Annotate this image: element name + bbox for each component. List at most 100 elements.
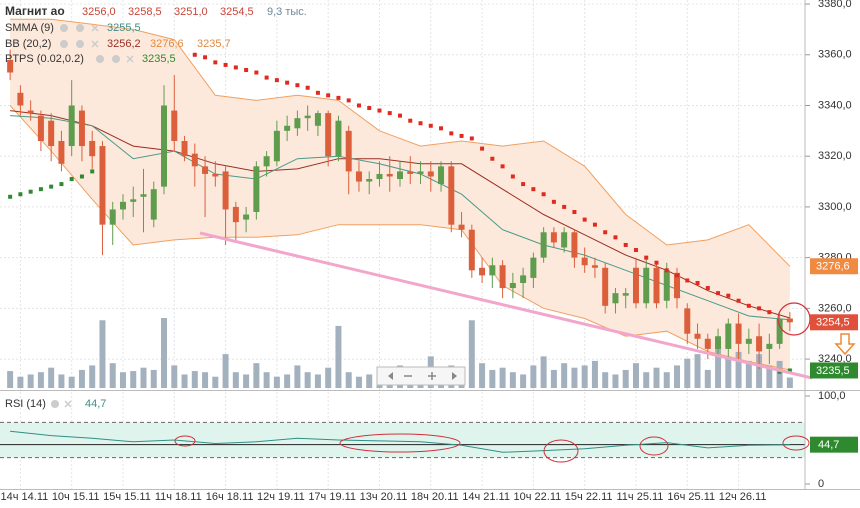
candle-body <box>509 282 516 289</box>
rsi-tick-label: 0 <box>818 478 824 490</box>
bb-upper <box>10 18 791 267</box>
volume-bar <box>140 367 147 388</box>
volume-bar <box>591 360 598 388</box>
volume-bar <box>786 377 793 388</box>
volume-bar <box>7 371 14 388</box>
volume-bar <box>89 365 96 388</box>
eye-icon[interactable] <box>60 40 68 48</box>
candle-body <box>232 206 239 223</box>
gear-icon[interactable] <box>76 24 84 32</box>
volume-bar <box>674 365 681 388</box>
candle-body <box>48 120 55 147</box>
volume-bar <box>243 374 250 388</box>
candle-body <box>602 267 609 306</box>
ptps-dot <box>480 146 485 151</box>
zoom-control[interactable] <box>376 366 466 386</box>
gear-icon[interactable] <box>112 55 120 63</box>
candle-body <box>704 338 711 349</box>
candle-body <box>314 113 321 126</box>
ptps-dot <box>408 118 413 123</box>
candle-body <box>222 171 229 210</box>
ptps-dot <box>326 93 331 98</box>
volume-bar <box>499 367 506 388</box>
candle-body <box>448 166 455 225</box>
close-icon[interactable] <box>64 400 72 408</box>
candle-body <box>643 267 650 304</box>
scroll-left[interactable] <box>388 372 393 380</box>
bb-middle <box>10 110 791 319</box>
volume-bar <box>530 365 537 388</box>
x-tick-label: 12ч 19.11 <box>257 491 305 503</box>
candle-body <box>776 318 783 344</box>
ptps-dot <box>469 136 474 141</box>
ptps-dot <box>695 280 700 285</box>
candle-body <box>355 171 362 182</box>
ptps-dot <box>685 278 690 283</box>
ptps-dot <box>38 187 43 192</box>
x-tick-label: 12ч 26.11 <box>719 491 767 503</box>
legend-icons[interactable] <box>51 24 134 408</box>
volume-bar <box>17 376 24 388</box>
volume-bar <box>550 369 557 388</box>
close-icon[interactable] <box>91 40 99 48</box>
ptps-dot <box>192 52 197 57</box>
price-badge-label: 3235,5 <box>816 365 850 377</box>
volume-bar <box>561 363 568 388</box>
volume-bar <box>48 367 55 388</box>
candle-body <box>191 153 198 167</box>
highlight-ellipse <box>782 435 810 451</box>
header-high: 3258,5 <box>128 6 162 18</box>
candle-body <box>786 318 793 323</box>
volume-bar <box>520 374 527 388</box>
volume-bar <box>27 374 34 388</box>
candle-body <box>37 115 44 141</box>
gear-icon[interactable] <box>76 40 84 48</box>
legend-smma-value: 3255,5 <box>107 22 141 34</box>
scroll-right[interactable] <box>452 372 457 380</box>
volume-bar <box>540 356 547 388</box>
eye-icon[interactable] <box>60 24 68 32</box>
volume-bar <box>694 354 701 388</box>
rsi-badge-label: 44,7 <box>818 439 839 451</box>
ptps-dot <box>500 164 505 169</box>
volume-bar <box>756 354 763 388</box>
candle-body <box>325 113 332 157</box>
ptps-dot <box>736 298 741 303</box>
volume-bar <box>725 356 732 388</box>
volume-bar <box>643 372 650 388</box>
volume-bar <box>294 365 301 388</box>
rsi-badge <box>810 436 858 453</box>
candle-body <box>161 105 168 187</box>
ptps-dot <box>705 286 710 291</box>
candle-body <box>68 105 75 147</box>
close-icon[interactable] <box>91 24 99 32</box>
volume-bar <box>479 363 486 388</box>
volume-bar <box>684 358 691 388</box>
candle-body <box>571 232 578 258</box>
candle-body <box>273 130 280 162</box>
highlight-ellipse <box>174 435 196 447</box>
volume-bar <box>766 365 773 388</box>
gear-icon[interactable] <box>51 400 59 408</box>
header-low: 3251,0 <box>174 6 208 18</box>
ptps-dot <box>490 156 495 161</box>
candle-body <box>417 171 424 174</box>
ptps-dot <box>274 78 279 83</box>
candle-body <box>202 166 209 174</box>
ptps-dot <box>213 60 218 65</box>
eye-icon[interactable] <box>96 55 104 63</box>
volume-bar <box>304 372 311 388</box>
ptps-dot <box>367 106 372 111</box>
candle-body <box>612 293 619 304</box>
ptps-dot <box>254 70 259 75</box>
y-tick-label: 3360,0 <box>818 49 852 61</box>
ptps-dot <box>356 103 361 108</box>
volume-bar <box>622 369 629 388</box>
candle-body <box>7 59 14 73</box>
ptps-dot <box>28 189 33 194</box>
candle-body <box>150 189 157 220</box>
close-icon[interactable] <box>126 55 134 63</box>
volume-bar <box>776 360 783 388</box>
